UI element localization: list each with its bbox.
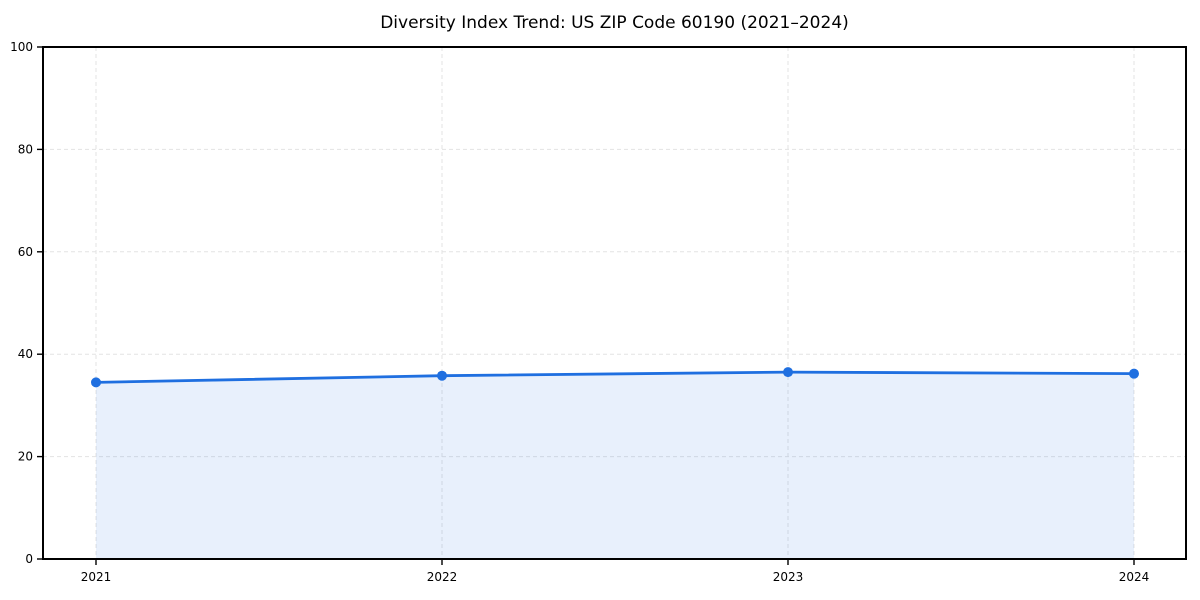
area-fill [96, 372, 1134, 559]
y-tick-label: 40 [18, 347, 33, 361]
data-point [91, 377, 101, 388]
x-tick-label: 2024 [1119, 570, 1150, 584]
data-point [1129, 368, 1139, 379]
y-tick-label: 60 [18, 245, 33, 259]
x-tick-label: 2022 [427, 570, 458, 584]
trend-line [94, 370, 1136, 384]
y-tick-label: 100 [10, 40, 33, 54]
axes-frame [42, 46, 1187, 560]
chart-title: Diversity Index Trend: US ZIP Code 60190… [380, 13, 849, 33]
y-tick-label: 0 [25, 552, 33, 566]
x-tick-label: 2023 [773, 570, 804, 584]
data-point [437, 370, 447, 381]
data-point [783, 367, 793, 378]
x-tick-label: 2021 [81, 570, 112, 584]
y-tick-label: 80 [18, 142, 33, 156]
y-tick-label: 20 [18, 450, 33, 464]
